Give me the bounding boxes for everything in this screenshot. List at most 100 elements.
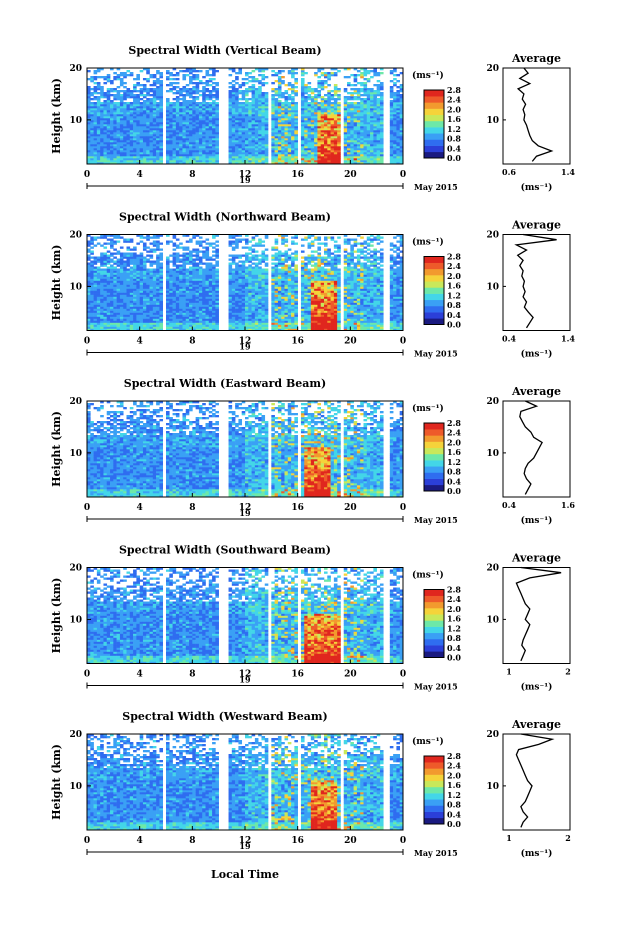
x-tick-label: 8 [189,503,195,513]
colorbar-tick: 0.4 [447,476,461,486]
profile-frame [502,567,571,664]
colorbar-swatch [424,478,444,486]
colorbar-unit: (ms⁻¹) [412,237,444,248]
colorbar-unit: (ms⁻¹) [412,403,444,414]
colorbar-tick: 2.4 [447,261,461,271]
profile-x-tick: 0.6 [502,167,516,177]
profile-y-tick: 20 [486,231,499,241]
x-tick-label: 0 [84,337,90,347]
colorbar-tick: 0.4 [447,809,461,819]
colorbar-tick: 2.0 [447,770,461,780]
colorbar-swatch [424,638,444,646]
day-label: 19 [239,841,251,851]
colorbar-tick: 0.0 [447,320,461,330]
profile-line [519,400,543,495]
x-tick-label: 0 [400,836,406,846]
heatmap [87,567,404,664]
date-label: May 2015 [414,682,458,692]
date-label: May 2015 [414,848,458,858]
day-label: 19 [239,342,251,352]
x-tick-label: 20 [344,337,357,347]
profile-x-tick: 1.4 [561,334,575,344]
colorbar-tick: 2.0 [447,104,461,114]
colorbar-tick: 1.2 [447,124,461,134]
colorbar-tick: 0.8 [447,134,461,144]
y-axis-label: Height (km) [50,411,63,487]
colorbar-swatch [424,601,444,609]
panel-3: Spectral Width (Eastward Beam) 0 4 8 12 16 20 0… [50,377,575,526]
x-tick-label: 16 [291,170,304,180]
colorbar-tick: 2.4 [447,594,461,604]
heatmap [87,234,404,331]
x-tick-label: 16 [291,337,304,347]
profile-x-tick: 0.4 [502,334,516,344]
colorbar-tick: 2.8 [447,85,461,95]
profile-y-tick: 10 [486,615,499,625]
colorbar-swatch [424,651,444,658]
colorbar-swatch [424,133,444,140]
colorbar-swatch [424,805,444,812]
colorbar-unit: (ms⁻¹) [412,736,444,747]
colorbar-swatch [424,145,444,153]
colorbar-unit: (ms⁻¹) [412,70,444,81]
x-tick-label: 4 [137,503,143,513]
colorbar-swatch [424,435,444,442]
y-tick-label: 20 [69,564,82,574]
colorbar-tick: 0.4 [447,643,461,653]
colorbar-tick: 0.8 [447,800,461,810]
colorbar-swatch [424,817,444,825]
x-tick-label: 8 [189,836,195,846]
profile-y-tick: 10 [486,282,499,292]
x-tick-label: 20 [344,836,357,846]
colorbar-swatch [424,632,444,640]
panel-1: Spectral Width (Vertical Beam) 0 4 8 12 16 20 0… [50,44,575,193]
colorbar-swatch [424,774,444,782]
colorbar-swatch [424,262,444,270]
profile-y-tick: 20 [486,397,499,407]
colorbar-tick: 0.8 [447,300,461,310]
colorbar-swatch [424,786,444,794]
average-title: Average [511,219,561,232]
colorbar-swatch [424,423,444,430]
x-tick-label: 12 [239,170,252,180]
panel-title: Spectral Width (Southward Beam) [119,544,331,557]
colorbar-tick: 1.2 [447,290,461,300]
x-tick-label: 0 [84,170,90,180]
x-tick-label: 0 [400,337,406,347]
colorbar-swatch [424,614,444,621]
profile-x-tick: 2 [565,833,571,843]
colorbar-tick: 2.8 [447,418,461,428]
date-label: May 2015 [414,182,458,192]
profile-x-tick: 1.4 [561,167,575,177]
colorbar-tick: 2.4 [447,428,461,438]
colorbar-swatch [424,299,444,307]
profile-frame [502,400,571,498]
colorbar-tick: 2.4 [447,761,461,771]
colorbar-swatch [424,293,444,301]
colorbar-tick: 2.8 [447,252,461,262]
colorbar-tick: 1.6 [447,114,461,124]
profile-unit: (ms⁻¹) [521,515,553,526]
x-tick-label: 20 [344,670,357,680]
average-title: Average [511,52,561,65]
day-label: 19 [239,508,251,518]
colorbar-swatch [424,589,444,596]
colorbar-tick: 2.0 [447,271,461,281]
colorbar-swatch [424,762,444,769]
colorbar-tick: 1.6 [447,614,461,624]
colorbar-swatch [424,453,444,461]
y-axis-label: Height (km) [50,245,63,321]
colorbar-tick: 2.8 [447,585,461,595]
panel-title: Spectral Width (Northward Beam) [119,211,331,224]
colorbar-swatch [424,287,444,294]
colorbar-swatch [424,799,444,806]
x-tick-label: 16 [291,836,304,846]
colorbar-tick: 1.2 [447,623,461,633]
x-tick-label: 12 [239,503,252,513]
y-tick-label: 10 [69,116,82,126]
y-tick-label: 10 [69,615,82,625]
colorbar-swatch [424,275,444,282]
colorbar-swatch [424,793,444,800]
colorbar-swatch [424,120,444,128]
profile-line [516,67,554,162]
